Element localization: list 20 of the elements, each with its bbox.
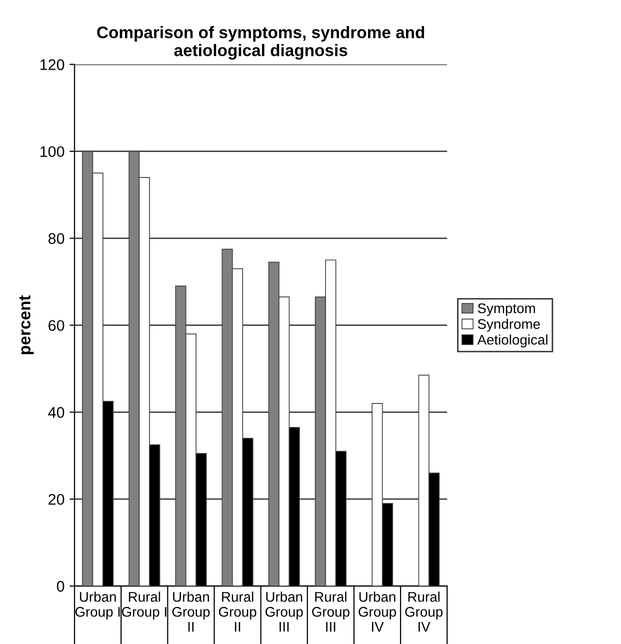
legend-label: Aetiological — [477, 334, 548, 348]
x-tick-label: Urban Group II — [172, 592, 210, 632]
y-axis-title: percent — [19, 295, 34, 354]
x-tick-label: Urban Group III — [266, 592, 303, 632]
y-tick-label: 100 — [40, 146, 64, 158]
y-tick-label: 0 — [56, 580, 64, 592]
x-tick-label: Rural Group III — [312, 592, 350, 632]
x-tick-label: Rural Group II — [218, 592, 256, 632]
y-tick-label: 40 — [48, 407, 64, 418]
legend-label: Symptom — [478, 303, 535, 316]
x-tick-label: Rural Group IV — [405, 592, 443, 632]
chart-title: Comparison of symptoms, syndrome and aetiological diagnosis — [97, 26, 424, 60]
y-tick-label: 80 — [48, 233, 64, 244]
x-tick-label: Urban Group I — [75, 592, 120, 620]
y-tick-label: 60 — [48, 320, 64, 331]
x-tick-label: Rural Group I — [122, 592, 166, 620]
x-tick-label: Urban Group IV — [358, 592, 396, 632]
y-tick-label: 20 — [48, 494, 64, 505]
legend-label: Syndrome — [478, 318, 540, 332]
y-tick-label: 120 — [40, 59, 64, 70]
